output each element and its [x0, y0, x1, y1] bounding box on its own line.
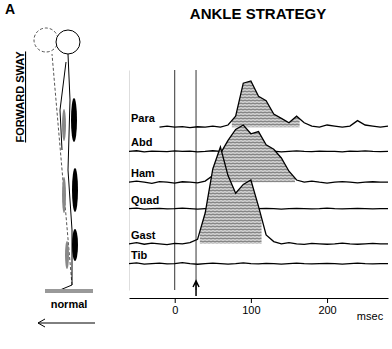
muscle — [62, 177, 66, 213]
x-tick-mark — [251, 298, 252, 303]
sway-body — [52, 54, 72, 285]
muscle — [72, 229, 78, 261]
muscle — [62, 109, 66, 141]
x-tick-label: 200 — [318, 304, 336, 316]
platform — [45, 289, 93, 293]
emg-trace — [129, 263, 388, 265]
onset-arrow — [193, 281, 199, 296]
x-tick: 100 — [242, 298, 260, 316]
x-tick: 200 — [318, 298, 336, 316]
emg-trace — [129, 147, 388, 245]
stick-figure — [34, 28, 95, 327]
series-label: Quad — [131, 194, 159, 206]
series-label: Para — [131, 112, 156, 124]
sway-head — [34, 28, 58, 52]
burst-area — [200, 147, 262, 245]
emg-trace — [159, 81, 388, 128]
x-axis-title: msec — [357, 310, 384, 322]
x-tick-mark — [175, 298, 176, 303]
chart-container: A ANKLE STRATEGY FORWARD SWAY normal 0 100 200… — [0, 0, 392, 349]
muscle — [71, 98, 77, 142]
burst-area — [232, 81, 300, 128]
arm — [60, 62, 66, 150]
onset-line — [174, 70, 175, 290]
series-label: Abd — [131, 136, 152, 148]
series-label: Gast — [131, 229, 156, 241]
chart-svg: A ANKLE STRATEGY FORWARD SWAY normal 0 100 200… — [0, 0, 392, 349]
series-label: Tib — [131, 249, 148, 261]
plot-area — [129, 70, 388, 290]
x-tick-mark — [327, 298, 328, 303]
annotation: FORWARD SWAY — [14, 51, 26, 143]
x-axis-line — [130, 298, 389, 299]
x-tick-label: 100 — [242, 304, 260, 316]
muscle — [65, 241, 69, 269]
title: ANKLE STRATEGY — [190, 5, 326, 22]
body — [60, 54, 72, 290]
muscle — [72, 168, 78, 212]
x-tick: 0 — [172, 298, 178, 316]
y-axis — [129, 71, 130, 291]
annotation: normal — [51, 298, 88, 310]
y-axis-line — [129, 71, 130, 291]
x-tick-label: 0 — [172, 304, 178, 316]
head — [56, 30, 80, 54]
platform-arrow — [38, 319, 95, 327]
onset-line — [196, 70, 197, 290]
x-axis: 0 100 200 — [130, 298, 389, 316]
series-label: Ham — [131, 167, 155, 179]
emg-trace — [129, 125, 388, 183]
panel-label: A — [5, 1, 15, 17]
